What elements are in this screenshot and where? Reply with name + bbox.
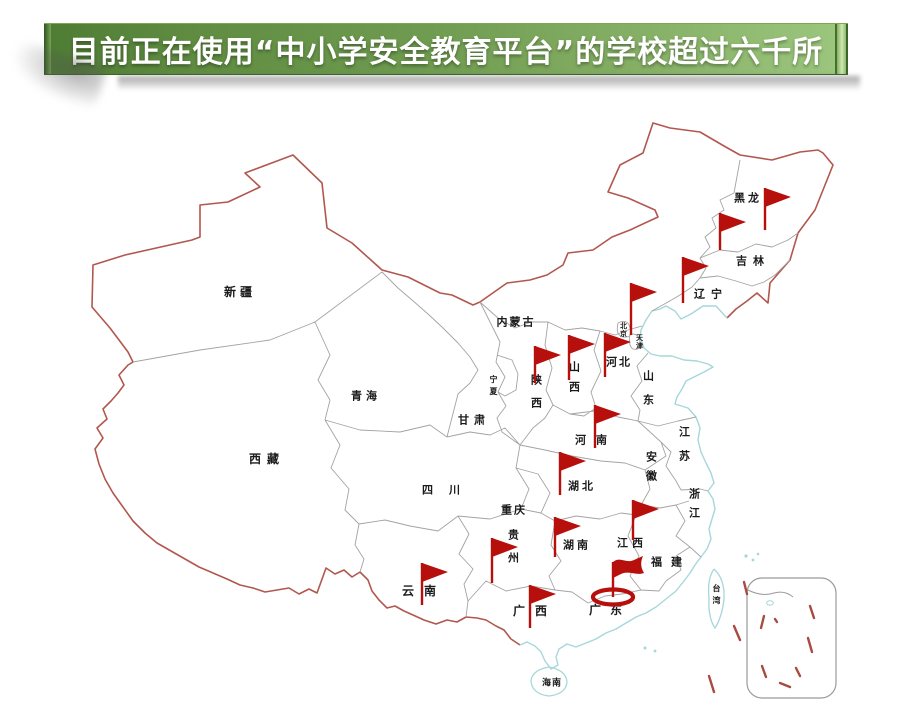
national-border	[91, 122, 834, 646]
south-china-sea-inset-box	[746, 577, 837, 699]
title-banner: 目前正在使用“中小学安全教育平台”的学校超过六千所	[44, 23, 848, 75]
hainan-island	[530, 666, 568, 697]
taiwan-island	[707, 568, 725, 630]
banner-shadow	[118, 76, 860, 89]
coastline	[519, 305, 728, 670]
banner-right-bevel	[835, 24, 848, 74]
banner-left-bevel	[44, 24, 51, 74]
small-islands	[643, 552, 760, 653]
page-title: 目前正在使用“中小学安全教育平台”的学校超过六千所	[68, 35, 824, 70]
nine-dash-line	[707, 580, 816, 694]
inset-mini-coastline	[747, 589, 794, 598]
inset-taiwan-dot	[766, 600, 774, 606]
province-borders	[132, 159, 799, 618]
